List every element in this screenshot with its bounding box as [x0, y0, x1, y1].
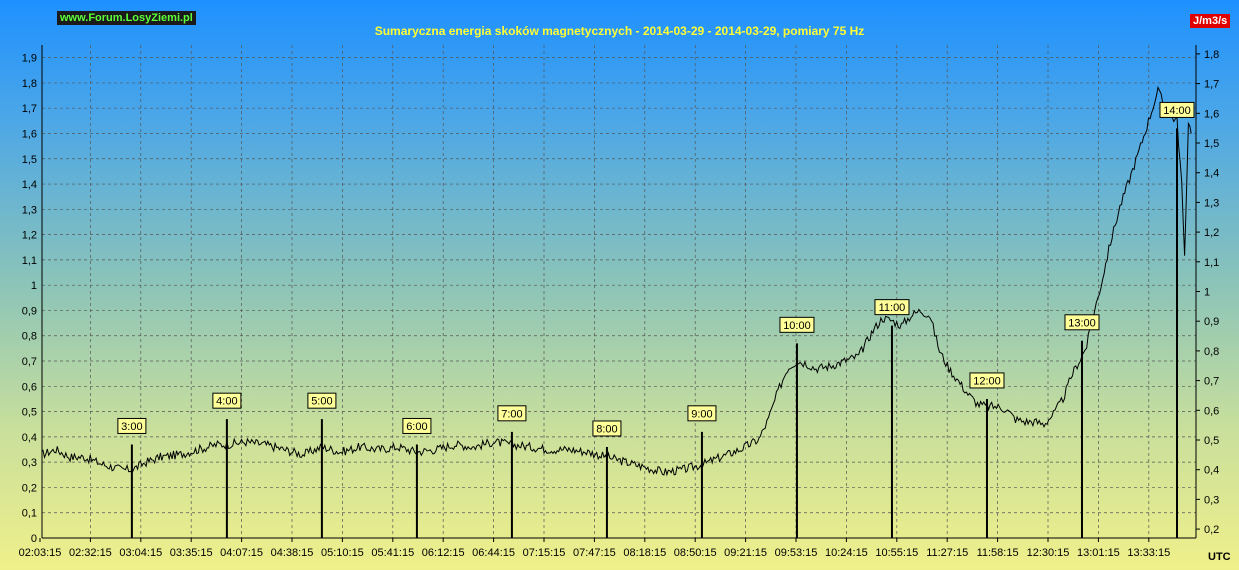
energy-series-line: [41, 85, 1192, 477]
y-tick-label-right: 1: [1204, 287, 1210, 299]
hour-marker-box: [874, 299, 910, 316]
x-tick-label: 09:21:15: [724, 547, 767, 559]
hour-marker-box: [779, 316, 815, 333]
y-tick-label-left: 0,1: [22, 508, 37, 520]
x-tick-label: 13:33:15: [1127, 547, 1170, 559]
hour-marker-box: [969, 372, 1005, 389]
y-tick-label-right: 0,7: [1204, 376, 1219, 388]
x-tick-label: 10:55:15: [875, 547, 918, 559]
hour-marker-label: 11:00: [879, 302, 906, 314]
chart-title: Sumaryczna energia skoków magnetycznych …: [374, 24, 865, 38]
x-tick-label: 04:38:15: [271, 547, 314, 559]
x-tick-label: 08:50:15: [674, 547, 717, 559]
y-tick-label-right: 1,8: [1204, 49, 1219, 61]
x-tick-label: 06:44:15: [472, 547, 515, 559]
x-tick-label: 03:35:15: [170, 547, 213, 559]
x-tick-label: 13:01:15: [1077, 547, 1120, 559]
y-tick-label-left: 1,6: [22, 128, 37, 140]
x-tick-label: 05:41:15: [371, 547, 414, 559]
x-tick-label: 07:47:15: [573, 547, 616, 559]
site-badge: www.Forum.LosyZiemi.pl: [57, 11, 196, 25]
hour-marker-label: 10:00: [783, 320, 811, 332]
hour-marker-box: [592, 420, 622, 437]
x-tick-label: 11:58:15: [977, 547, 1019, 559]
x-tick-label: 02:32:15: [69, 547, 112, 559]
y-tick-label-right: 0,2: [1204, 524, 1219, 536]
hour-marker-label: 9:00: [691, 408, 712, 420]
y-tick-label-left: 1: [31, 280, 37, 292]
y-tick-label-right: 1,1: [1204, 257, 1219, 269]
y-tick-label-left: 0: [31, 533, 37, 545]
x-tick-label: 04:07:15: [220, 547, 263, 559]
hour-marker-label: 13:00: [1068, 317, 1096, 329]
y-tick-label-right: 0,3: [1204, 494, 1219, 506]
y-tick-label-right: 0,9: [1204, 316, 1219, 328]
y-tick-label-left: 1,7: [22, 103, 37, 115]
hour-marker-box: [307, 392, 337, 409]
hour-marker-label: 8:00: [596, 423, 617, 435]
y-tick-label-left: 1,9: [22, 53, 37, 65]
y-tick-label-left: 0,8: [22, 331, 37, 343]
unit-label: J/m3/s: [1190, 14, 1231, 28]
hour-marker-box: [402, 417, 432, 434]
x-tick-label: 09:53:15: [775, 547, 818, 559]
y-tick-label-right: 1,7: [1204, 79, 1219, 91]
y-tick-label-left: 0,6: [22, 381, 37, 393]
hour-marker-label: 7:00: [501, 408, 522, 420]
hour-marker-label: 3:00: [121, 421, 142, 433]
y-tick-label-right: 1,6: [1204, 108, 1219, 120]
x-tick-label: 11:27:15: [926, 547, 968, 559]
y-tick-label-left: 0,3: [22, 457, 37, 469]
x-tick-label: 05:10:15: [321, 547, 364, 559]
x-tick-label: 12:30:15: [1027, 547, 1070, 559]
y-tick-label-left: 0,2: [22, 482, 37, 494]
y-tick-label-left: 0,7: [22, 356, 37, 368]
hour-marker-box: [1159, 101, 1195, 118]
y-tick-label-left: 1,8: [22, 78, 37, 90]
y-tick-label-left: 1,4: [22, 179, 37, 191]
y-tick-label-right: 0,5: [1204, 435, 1219, 447]
y-tick-label-left: 0,9: [22, 305, 37, 317]
y-tick-label-right: 1,4: [1204, 168, 1219, 180]
y-tick-label-left: 1,2: [22, 230, 37, 242]
hour-marker-label: 5:00: [311, 396, 332, 408]
hour-marker-label: 12:00: [973, 375, 1001, 387]
y-tick-label-right: 1,2: [1204, 227, 1219, 239]
x-tick-label: 03:04:15: [119, 547, 162, 559]
hour-marker-box: [1064, 314, 1100, 331]
y-tick-label-right: 0,4: [1204, 465, 1219, 477]
hour-marker-box: [117, 417, 147, 434]
x-tick-label: 08:18:15: [623, 547, 666, 559]
y-tick-label-left: 1,1: [22, 255, 37, 267]
hour-marker-label: 6:00: [406, 421, 427, 433]
x-tick-label: 02:03:15: [19, 547, 62, 559]
y-tick-label-right: 0,6: [1204, 405, 1219, 417]
x-tick-label: 07:15:15: [523, 547, 566, 559]
x-tick-label: 10:24:15: [825, 547, 868, 559]
y-tick-label-left: 0,4: [22, 432, 37, 444]
y-tick-label-left: 0,5: [22, 407, 37, 419]
hour-marker-box: [497, 405, 527, 422]
hour-marker-box: [212, 392, 242, 409]
hour-marker-box: [687, 405, 717, 422]
utc-label: UTC: [1208, 551, 1231, 563]
hour-marker-label: 4:00: [216, 396, 237, 408]
y-tick-label-right: 1,3: [1204, 197, 1219, 209]
y-tick-label-left: 1,3: [22, 204, 37, 216]
x-tick-label: 06:12:15: [422, 547, 465, 559]
y-tick-label-right: 0,8: [1204, 346, 1219, 358]
y-tick-label-left: 1,5: [22, 154, 37, 166]
y-tick-label-right: 1,5: [1204, 138, 1219, 150]
hour-marker-label: 14:00: [1163, 105, 1191, 117]
